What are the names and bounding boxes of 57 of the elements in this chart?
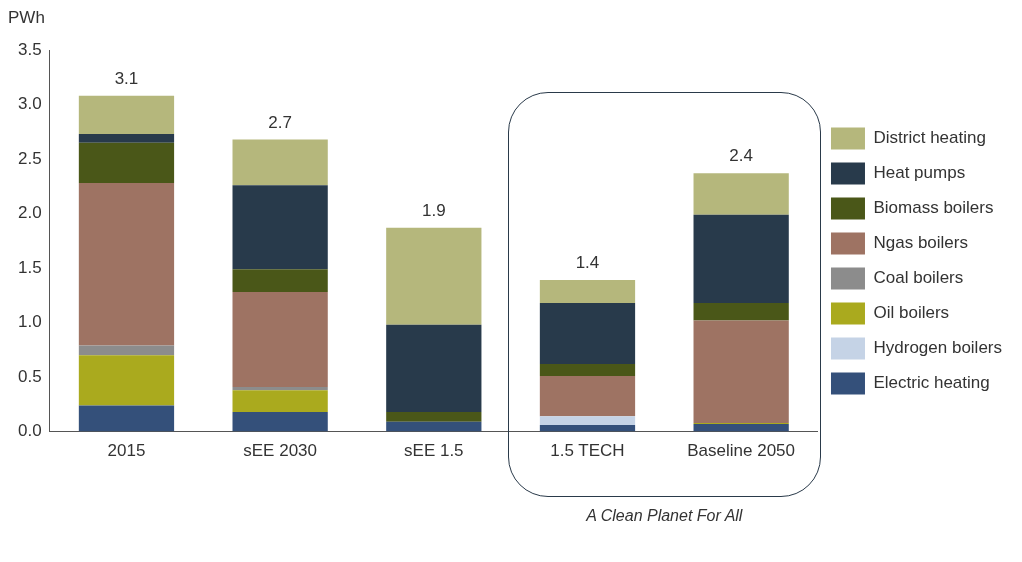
legend-label: Hydrogen boilers [873, 338, 1002, 358]
total-label: 3.1 [114, 68, 139, 88]
bar [232, 185, 328, 270]
legend-label: Ngas boilers [873, 233, 968, 253]
bar [78, 142, 175, 184]
bar [693, 320, 789, 423]
bar [539, 280, 636, 303]
total-label: 1.4 [575, 253, 600, 273]
bar [78, 405, 175, 432]
y-tick-label: 3.5 [17, 39, 42, 59]
legend-label: Electric heating [873, 373, 990, 393]
bar [539, 425, 636, 432]
legend-label: Heat pumps [873, 163, 966, 183]
bar [78, 183, 175, 346]
bar [78, 355, 175, 406]
total-label: 2.4 [729, 146, 753, 166]
bar [539, 416, 636, 426]
bar [693, 423, 789, 432]
bar [232, 390, 328, 412]
x-tick-label: 1.5 TECH [550, 441, 625, 461]
bar [539, 376, 636, 417]
bar [539, 302, 636, 364]
y-tick-label: 1.0 [17, 312, 42, 332]
bar [78, 133, 175, 143]
y-tick-label: 1.5 [17, 257, 42, 277]
bar [386, 411, 482, 422]
total-label: 1.9 [421, 200, 446, 220]
text: A Clean Planet For All [585, 507, 743, 525]
y-tick-label: 3.0 [17, 94, 42, 114]
legend-label: Oil boilers [873, 303, 950, 323]
legend-label: Biomass boilers [873, 198, 994, 218]
x-tick-label: sEE 2030 [243, 441, 318, 461]
bar [232, 386, 328, 391]
bar [232, 292, 328, 387]
x-tick-label: 2015 [107, 441, 146, 461]
bar [693, 214, 789, 303]
x-tick-label: sEE 1.5 [404, 441, 464, 461]
bar [386, 324, 482, 412]
bar [693, 302, 789, 321]
legend-label: Coal boilers [873, 268, 964, 288]
y-axis-title: PWh [8, 8, 45, 28]
y-tick-label: 2.5 [17, 148, 42, 168]
bar [386, 227, 482, 325]
bar [78, 95, 175, 134]
y-tick-label: 0.0 [17, 421, 42, 441]
bar [539, 364, 636, 376]
x-tick-label: Baseline 2050 [687, 441, 796, 461]
y-tick-label: 0.5 [17, 366, 42, 386]
bar [232, 411, 328, 432]
total-label: 2.7 [268, 112, 292, 132]
legend-label: District heating [873, 128, 986, 148]
bar [232, 139, 328, 186]
bar [78, 345, 175, 356]
bar [693, 173, 789, 215]
y-tick-label: 2.0 [17, 203, 42, 223]
bar [232, 269, 328, 293]
bar [386, 421, 482, 432]
